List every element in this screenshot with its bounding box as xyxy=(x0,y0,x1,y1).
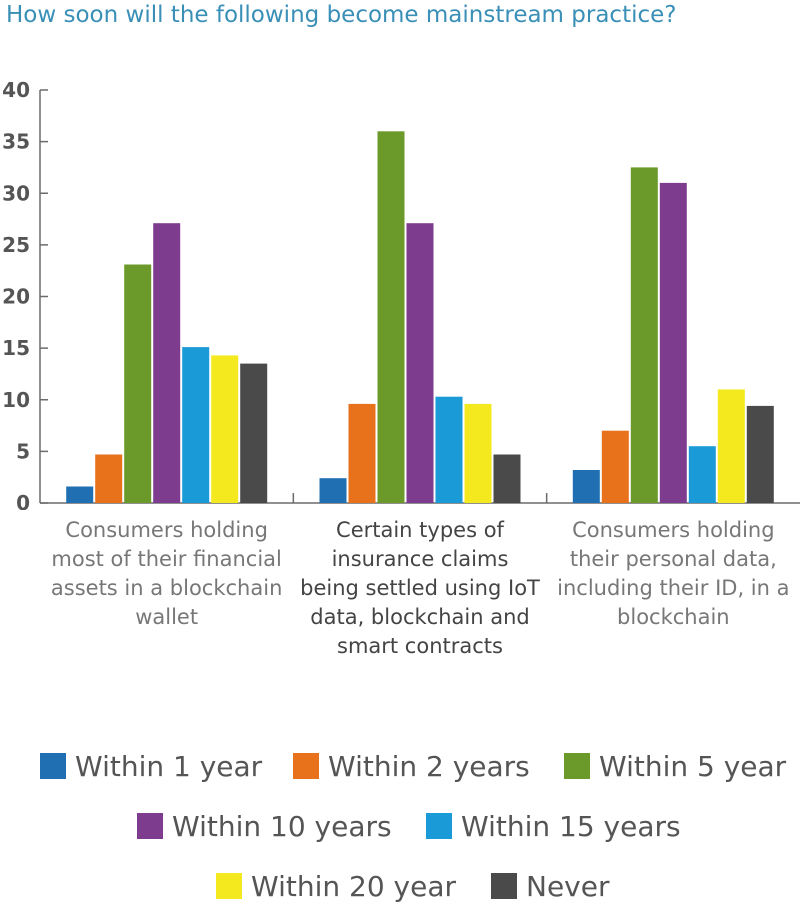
legend-label: Within 1 year xyxy=(75,749,263,783)
y-tick-label: 15 xyxy=(2,336,30,360)
bar-chart-plot: 0 5 10 15 20 25 30 35 40 xyxy=(2,78,800,510)
bar-within-10-years-cat1 xyxy=(153,223,181,503)
legend-swatch xyxy=(491,873,517,899)
bar-within-20-year-cat2 xyxy=(464,403,492,503)
category-label-1: Consumers holding most of their financia… xyxy=(50,518,283,629)
bar-within-10-years-cat2 xyxy=(406,223,434,503)
legend-item-within-5-year: Within 5 year xyxy=(564,746,786,786)
legend-item-within-20-year: Within 20 year xyxy=(216,866,456,906)
legend-label: Within 20 year xyxy=(251,869,456,903)
legend-swatch xyxy=(426,813,452,839)
legend-swatch xyxy=(216,873,242,899)
legend-swatch xyxy=(40,753,66,779)
legend-item-within-1-year: Within 1 year xyxy=(40,746,262,786)
bar-never-cat3 xyxy=(746,405,774,503)
legend-item-within-10-years: Within 10 years xyxy=(137,806,392,846)
legend-label: Within 10 years xyxy=(172,809,392,843)
bar-within-15-years-cat2 xyxy=(435,396,463,503)
legend-swatch xyxy=(137,813,163,839)
chart-title: How soon will the following become mains… xyxy=(6,2,677,28)
bar-within-20-year-cat1 xyxy=(211,355,239,503)
bar-within-2-years-cat3 xyxy=(601,430,629,503)
category-label-3: Consumers holding their personal data, i… xyxy=(557,518,790,629)
bar-within-15-years-cat1 xyxy=(182,347,210,503)
bar-within-5-year-cat1 xyxy=(124,264,152,503)
bar-within-2-years-cat2 xyxy=(348,403,376,503)
legend-item-within-15-years: Within 15 years xyxy=(426,806,681,846)
legend-label: Within 2 years xyxy=(328,749,530,783)
legend-label: Within 15 years xyxy=(461,809,681,843)
bar-never-cat1 xyxy=(240,363,268,503)
bar-within-1-year-cat2 xyxy=(319,478,347,503)
legend-label: Within 5 year xyxy=(599,749,787,783)
legend-swatch xyxy=(293,753,319,779)
bar-group xyxy=(66,131,774,504)
bar-within-1-year-cat1 xyxy=(66,486,94,503)
bar-within-1-year-cat3 xyxy=(572,470,600,503)
bar-never-cat2 xyxy=(493,454,521,503)
category-label-2: Certain types of insurance claims being … xyxy=(300,518,540,658)
y-tick-label: 40 xyxy=(2,78,30,102)
bar-within-20-year-cat3 xyxy=(717,389,745,503)
bar-within-2-years-cat1 xyxy=(95,454,123,503)
legend-label: Never xyxy=(526,869,610,903)
y-tick-label: 35 xyxy=(2,130,30,154)
bar-within-15-years-cat3 xyxy=(688,446,716,503)
bar-within-5-year-cat3 xyxy=(630,167,658,503)
bar-within-10-years-cat3 xyxy=(659,182,687,503)
y-tick-label: 20 xyxy=(2,285,30,309)
legend-item-within-2-years: Within 2 years xyxy=(293,746,530,786)
legend-item-never: Never xyxy=(491,866,609,906)
y-tick-label: 10 xyxy=(2,388,30,412)
y-tick-label: 5 xyxy=(16,439,30,463)
y-tick-label: 0 xyxy=(16,491,30,510)
bar-within-5-year-cat2 xyxy=(377,131,405,504)
legend-swatch xyxy=(564,753,590,779)
y-tick-label: 30 xyxy=(2,181,30,205)
y-tick-label: 25 xyxy=(2,233,30,257)
